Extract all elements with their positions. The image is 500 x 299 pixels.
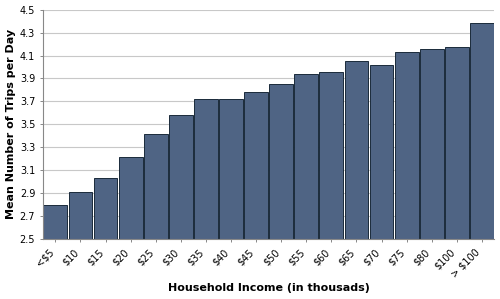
Bar [219,99,243,299]
Bar [394,52,418,299]
Bar [294,74,318,299]
Bar [370,65,394,299]
Bar [244,92,268,299]
Bar [44,205,68,299]
Bar [194,99,218,299]
Bar [94,179,118,299]
Bar [270,84,293,299]
Bar [470,23,494,299]
Bar [420,49,444,299]
Bar [119,157,142,299]
Bar [144,134,168,299]
Bar [68,192,92,299]
Bar [445,48,468,299]
X-axis label: Household Income (in thousads): Household Income (in thousads) [168,283,370,293]
Bar [169,115,193,299]
Bar [320,71,344,299]
Bar [344,61,368,299]
Y-axis label: Mean Number of Trips per Day: Mean Number of Trips per Day [6,29,16,219]
